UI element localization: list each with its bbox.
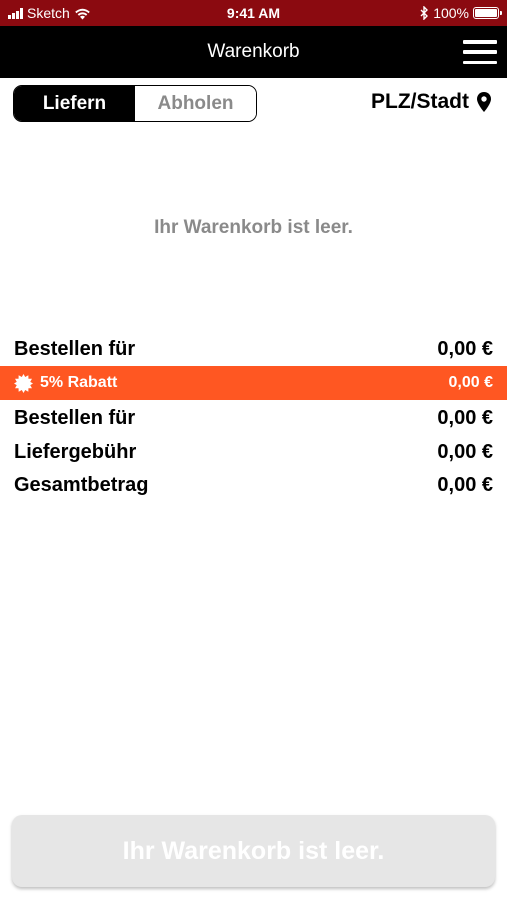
summary-row-discount: 5% Rabatt 0,00 € [0,366,507,400]
checkout-button[interactable]: Ihr Warenkorb ist leer. [12,815,495,887]
location-selector[interactable]: PLZ/Stadt [371,90,491,114]
status-bar-left: Sketch [8,5,91,21]
battery-icon [473,7,502,19]
summary-label: 5% Rabatt [40,374,118,391]
summary-label: Bestellen für [14,337,136,360]
tab-abholen[interactable]: Abholen [135,86,256,121]
page-title: Warenkorb [207,41,300,62]
bluetooth-icon [420,6,429,20]
tab-liefern[interactable]: Liefern [14,86,135,121]
summary-value: 0,00 € [437,337,493,360]
map-pin-icon [477,92,491,112]
summary-value: 0,00 € [437,440,493,463]
status-bar-right: 100% [420,5,502,21]
summary-value: 0,00 € [448,374,493,391]
wifi-icon [75,8,90,19]
location-label: PLZ/Stadt [371,90,469,113]
status-bar: Sketch 9:41 AM 100% [0,0,507,26]
hamburger-menu-icon[interactable] [463,38,497,66]
summary-row-order: Bestellen für 0,00 € [0,401,507,435]
summary-row-total: Gesamtbetrag 0,00 € [0,468,507,502]
summary-label: Gesamtbetrag [14,473,149,496]
delivery-mode-toggle: Liefern Abholen [13,85,257,122]
summary-row-delivery-fee: Liefergebühr 0,00 € [0,435,507,469]
status-time: 9:41 AM [226,5,281,21]
summary-label: Liefergebühr [14,440,137,463]
summary-label: Bestellen für [14,406,136,429]
summary-row-subtotal: Bestellen für 0,00 € [0,332,507,366]
nav-bar: Warenkorb [0,26,507,78]
carrier-label: Sketch [27,5,70,21]
discount-badge-icon [14,373,33,393]
empty-cart-message: Ihr Warenkorb ist leer. [154,217,353,238]
battery-percent: 100% [433,5,469,21]
summary-value: 0,00 € [437,406,493,429]
signal-icon [8,7,23,19]
summary-value: 0,00 € [437,473,493,496]
